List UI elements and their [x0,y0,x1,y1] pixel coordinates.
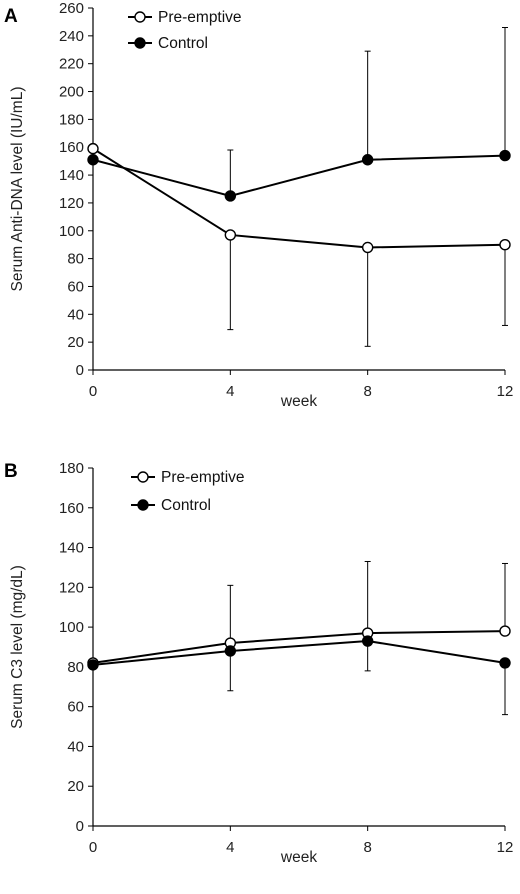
series-line [92,630,506,664]
y-tick-label: 60 [67,699,84,716]
legend-marker [137,471,149,483]
legend-marker [134,11,146,23]
data-point [87,154,99,166]
series-line [92,147,506,249]
y-tick-label: 40 [67,738,84,755]
y-tick-label: 200 [59,84,84,101]
legend-marker [137,499,149,511]
chart-panel-b: B 0 20 40 60 80 100 120 140 160 180 0 4 8 12 week Serum … [4,460,513,866]
series-control: Control [87,497,511,716]
y-tick-label: 0 [76,362,84,379]
data-point [224,229,237,241]
x-tick-label: 0 [89,839,97,856]
series-line [92,154,506,197]
series-pre-emptive: Pre-emptive [87,469,511,669]
y-tick-label: 100 [59,619,84,636]
chart-panel-a: A 0 20 40 60 80 100 120 140 160 180 200 220 240 260 0 4 8… [4,0,513,410]
data-point [499,149,511,162]
data-point [224,645,237,657]
x-tick-label: 4 [226,839,234,856]
y-tick-label: 80 [67,659,84,676]
x-tick-label: 8 [363,383,371,400]
y-axis-title: Serum C3 level (mg/dL) [9,565,26,729]
y-tick-label: 260 [59,0,84,17]
legend-label: Pre-emptive [161,469,245,486]
y-tick-label: 140 [59,540,84,557]
y-tick-label: 160 [59,500,84,517]
y-tick-label: 60 [67,278,84,295]
x-tick-label: 0 [89,383,97,400]
data-point [361,635,374,647]
data-point [224,190,237,202]
data-point [361,154,374,166]
x-axis-title: week [280,849,317,866]
y-tick-label: 220 [59,56,84,73]
x-axis-title: week [280,393,317,410]
y-tick-label: 100 [59,223,84,240]
data-point [87,142,99,155]
x-tick-label: 12 [497,383,514,400]
panel-letter: B [4,461,18,482]
legend-label: Control [158,35,208,52]
y-tick-label: 160 [59,139,84,156]
x-tick-label: 12 [497,839,514,856]
data-point [87,659,99,671]
y-axis-title: Serum Anti-DNA level (IU/mL) [9,87,26,292]
y-tick-label: 120 [59,195,84,212]
y-tick-label: 180 [59,460,84,477]
panel-letter: A [4,6,18,27]
data-point [499,625,511,637]
y-tick-label: 240 [59,28,84,45]
legend-label: Pre-emptive [158,9,242,26]
y-tick-label: 180 [59,111,84,128]
y-tick-label: 140 [59,167,84,184]
legend-marker [134,37,146,49]
x-tick-label: 8 [363,839,371,856]
data-point [499,238,511,251]
y-tick-label: 80 [67,251,84,268]
y-tick-label: 20 [67,778,84,795]
series-pre-emptive: Pre-emptive [87,9,511,347]
y-tick-label: 0 [76,818,84,835]
series-control: Control [87,26,511,202]
legend-label: Control [161,497,211,514]
series-line [92,640,506,666]
y-tick-label: 20 [67,334,84,351]
x-tick-label: 4 [226,383,234,400]
y-tick-label: 40 [67,306,84,323]
data-point [361,241,374,254]
y-tick-label: 120 [59,579,84,596]
data-point [499,657,511,669]
